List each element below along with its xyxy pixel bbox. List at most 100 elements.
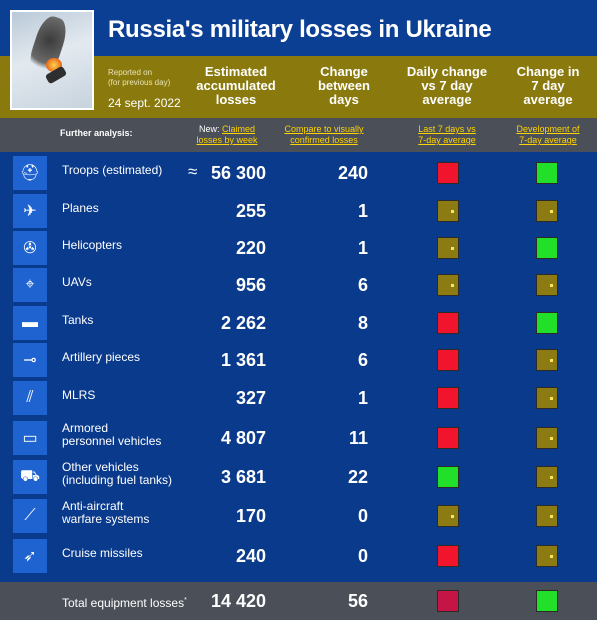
seven-day-indicator xyxy=(536,312,558,334)
total-seven-day-indicator xyxy=(536,590,558,612)
change-value: 6 xyxy=(357,350,368,370)
total-daily-indicator xyxy=(437,590,459,612)
daily-change-indicator xyxy=(437,162,459,184)
accumulated-value: 56 300 xyxy=(210,163,266,183)
header-band xyxy=(0,0,597,56)
row-label: Artillery pieces xyxy=(62,350,141,364)
col-daily: Daily change vs 7 day average xyxy=(406,64,488,107)
accumulated-value: 327 xyxy=(235,388,266,408)
total-row: Total equipment losses* 14 420 56 xyxy=(0,582,597,620)
change-value: 1 xyxy=(357,238,368,258)
table-row: ⊸ Artillery pieces 1 361 6 xyxy=(0,342,597,379)
seven-day-indicator xyxy=(536,349,558,371)
row-label: Cruise missiles xyxy=(62,546,143,560)
header-photo xyxy=(10,10,94,110)
seven-day-indicator xyxy=(536,200,558,222)
row-label: Other vehicles (including fuel tanks) xyxy=(62,460,173,487)
daily-change-indicator xyxy=(437,274,459,296)
reported-note: Reported on (for previous day) xyxy=(108,68,171,87)
table-row: ➶ Cruise missiles 240 0 xyxy=(0,538,597,575)
change-value: 1 xyxy=(357,201,368,221)
seven-day-indicator xyxy=(536,387,558,409)
table-row: ⟋ Anti-aircraft warfare systems 170 0 xyxy=(0,498,597,535)
table-row: ⫽ MLRS 327 1 xyxy=(0,380,597,417)
compare-confirmed-link[interactable]: Compare to visually confirmed losses xyxy=(284,124,364,145)
anti-aircraft-icon: ⟋ xyxy=(13,499,47,533)
accumulated-value: 240 xyxy=(235,546,266,566)
report-date: 24 sept. 2022 xyxy=(108,96,181,110)
drone-icon: ⌖ xyxy=(13,268,47,302)
table-row: ▬ Tanks 2 262 8 xyxy=(0,305,597,342)
table-row: ✇ Helicopters 220 1 xyxy=(0,230,597,267)
row-label: Planes xyxy=(62,201,99,215)
table-row: ▭ Armored personnel vehicles 4 807 11 xyxy=(0,420,597,457)
further-analysis-label: Further analysis: xyxy=(60,128,133,138)
row-label: UAVs xyxy=(62,275,92,289)
artillery-icon: ⊸ xyxy=(13,343,47,377)
approx-sign: ≈ xyxy=(188,162,198,181)
accumulated-value: 3 681 xyxy=(220,467,266,487)
accumulated-value: 2 262 xyxy=(220,313,266,333)
change-value: 0 xyxy=(357,546,368,566)
col-seven-day: Change in 7 day average xyxy=(516,64,580,107)
total-label: Total equipment losses* xyxy=(62,596,187,610)
analysis-bar xyxy=(0,118,597,152)
table-row: ⌖ UAVs 956 6 xyxy=(0,267,597,304)
change-value: 11 xyxy=(348,428,368,448)
row-label: Tanks xyxy=(62,313,94,327)
table-row: ⛟ Other vehicles (including fuel tanks) 3 6… xyxy=(0,459,597,496)
accumulated-value: 170 xyxy=(235,506,266,526)
col-change: Change between days xyxy=(317,64,370,107)
seven-day-indicator xyxy=(536,466,558,488)
daily-change-indicator xyxy=(437,200,459,222)
accumulated-value: 1 361 xyxy=(220,350,266,370)
change-value: 22 xyxy=(347,467,368,487)
accumulated-value: 4 807 xyxy=(220,428,266,448)
claimed-losses-link[interactable]: New: Claimed losses by week xyxy=(196,124,258,145)
change-value: 240 xyxy=(337,163,368,183)
plane-icon: ✈ xyxy=(13,194,47,228)
truck-icon: ⛟ xyxy=(13,460,47,494)
seven-day-indicator xyxy=(536,427,558,449)
last-seven-days-link[interactable]: Last 7 days vs 7-day average xyxy=(418,124,476,145)
seven-day-indicator xyxy=(536,545,558,567)
col-accumulated: Estimated accumulated losses xyxy=(196,64,276,107)
table-row: ✈ Planes 255 1 xyxy=(0,193,597,230)
accumulated-value: 255 xyxy=(235,201,266,221)
helicopter-icon: ✇ xyxy=(13,231,47,265)
daily-change-indicator xyxy=(437,387,459,409)
change-value: 6 xyxy=(357,275,368,295)
change-value: 1 xyxy=(357,388,368,408)
daily-change-indicator xyxy=(437,545,459,567)
daily-change-indicator xyxy=(437,237,459,259)
daily-change-indicator xyxy=(437,349,459,371)
mlrs-icon: ⫽ xyxy=(13,381,47,415)
total-accumulated: 14 420 xyxy=(210,591,266,611)
row-label: Helicopters xyxy=(62,238,123,252)
tank-icon: ▬ xyxy=(13,306,47,340)
daily-change-indicator xyxy=(437,312,459,334)
missile-icon: ➶ xyxy=(13,539,47,573)
development-link[interactable]: Development of 7-day average xyxy=(516,124,580,145)
change-value: 0 xyxy=(357,506,368,526)
total-change: 56 xyxy=(347,591,368,611)
row-label: Armored personnel vehicles xyxy=(62,421,162,448)
seven-day-indicator xyxy=(536,274,558,296)
seven-day-indicator xyxy=(536,237,558,259)
daily-change-indicator xyxy=(437,427,459,449)
accumulated-value: 220 xyxy=(235,238,266,258)
daily-change-indicator xyxy=(437,466,459,488)
seven-day-indicator xyxy=(536,505,558,527)
helmet-icon: ⛑ xyxy=(13,156,47,190)
header-gold-band xyxy=(0,56,597,118)
daily-change-indicator xyxy=(437,505,459,527)
row-label: Troops (estimated) xyxy=(62,163,163,177)
row-label: MLRS xyxy=(62,388,96,402)
page-title: Russia's military losses in Ukraine xyxy=(108,16,492,43)
seven-day-indicator xyxy=(536,162,558,184)
table-row: ⛑ Troops (estimated) ≈56 300 240 xyxy=(0,155,597,192)
apc-icon: ▭ xyxy=(13,421,47,455)
change-value: 8 xyxy=(357,313,368,333)
row-label: Anti-aircraft warfare systems xyxy=(62,499,150,526)
accumulated-value: 956 xyxy=(235,275,266,295)
